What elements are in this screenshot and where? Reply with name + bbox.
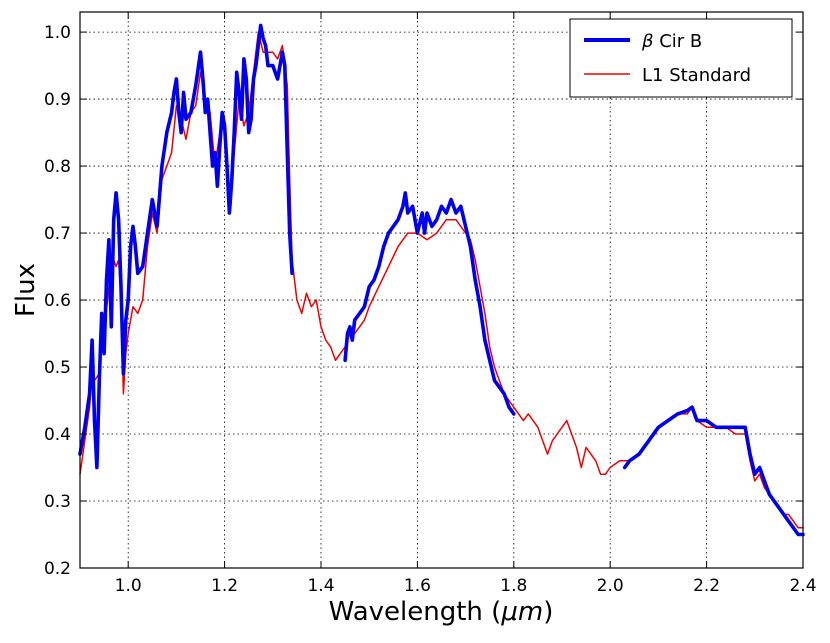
axis-ticks	[80, 12, 804, 569]
legend-label-l1-standard: L1 Standard	[642, 65, 751, 86]
y-tick-label: 1.0	[44, 23, 71, 43]
plot-background	[80, 12, 803, 568]
x-tick-labels: 1.0 1.2 1.4 1.6 1.8 2.0 2.2 2.4	[115, 576, 817, 596]
plot-frame	[79, 11, 804, 569]
x-tick-label: 1.6	[404, 576, 431, 596]
y-tick-labels: 0.2 0.3 0.4 0.5 0.6 0.7 0.8 0.9 1.0	[44, 23, 71, 579]
y-tick-label: 0.6	[44, 291, 71, 311]
x-tick-label: 2.2	[693, 576, 720, 596]
x-tick-label: 1.0	[115, 576, 142, 596]
y-tick-label: 0.2	[44, 559, 71, 579]
series-beta-cir-b-segment-2	[622, 405, 805, 537]
series-beta-cir-b-segment-1	[343, 191, 516, 416]
y-axis-label: Flux	[11, 263, 41, 317]
y-tick-label: 0.3	[44, 492, 71, 512]
y-tick-label: 0.7	[44, 224, 71, 244]
x-tick-label: 2.0	[597, 576, 624, 596]
legend-box	[569, 18, 793, 98]
y-tick-label: 0.4	[44, 425, 71, 445]
x-tick-label: 1.8	[500, 576, 527, 596]
grid-lines	[80, 12, 803, 568]
x-tick-label: 1.2	[211, 576, 238, 596]
legend-label-beta-cir-b: β Cir B	[641, 31, 702, 52]
y-tick-label: 0.9	[44, 90, 71, 110]
series-layer	[78, 23, 805, 537]
x-axis-label: Wavelength (μm)	[329, 597, 554, 627]
y-tick-label: 0.5	[44, 358, 71, 378]
series-beta-cir-b-segment-0	[78, 23, 294, 470]
x-tick-label: 2.4	[789, 576, 816, 596]
legend: β Cir B L1 Standard	[569, 18, 793, 98]
x-tick-label: 1.4	[307, 576, 334, 596]
y-tick-label: 0.8	[44, 157, 71, 177]
